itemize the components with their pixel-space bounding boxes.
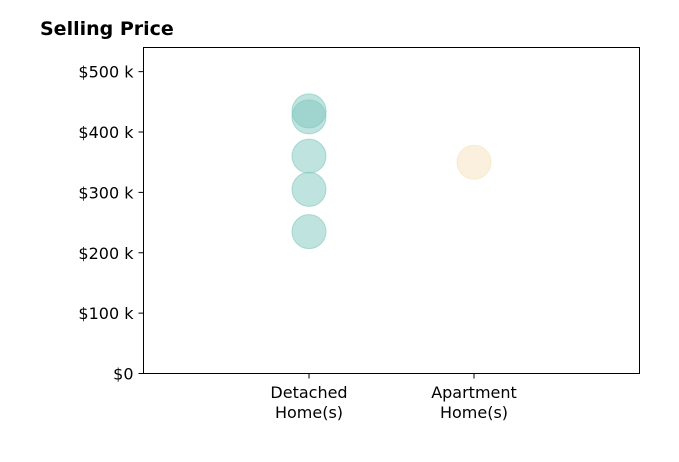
x-tick-label: Home(s) — [440, 403, 508, 422]
y-tick-label: $200 k — [78, 244, 134, 263]
x-tick-label: Home(s) — [275, 403, 343, 422]
y-tick-label: $500 k — [78, 63, 134, 82]
chart-title: Selling Price — [40, 18, 174, 40]
data-point — [291, 99, 327, 135]
x-tick-label: Detached — [270, 383, 347, 402]
y-tick-label: $0 — [113, 365, 133, 384]
x-tick-label: Apartment — [431, 383, 517, 402]
data-point — [291, 214, 327, 250]
plot-frame — [143, 47, 640, 374]
y-axis: $0 $100 k $200 k $300 k $400 k $500 k — [78, 63, 144, 384]
data-point — [291, 138, 327, 174]
y-tick-label: $100 k — [78, 304, 134, 323]
data-point — [456, 144, 492, 180]
y-tick-label: $400 k — [78, 123, 134, 142]
data-points — [291, 93, 492, 250]
data-point — [291, 171, 327, 207]
y-tick-label: $300 k — [78, 183, 134, 202]
